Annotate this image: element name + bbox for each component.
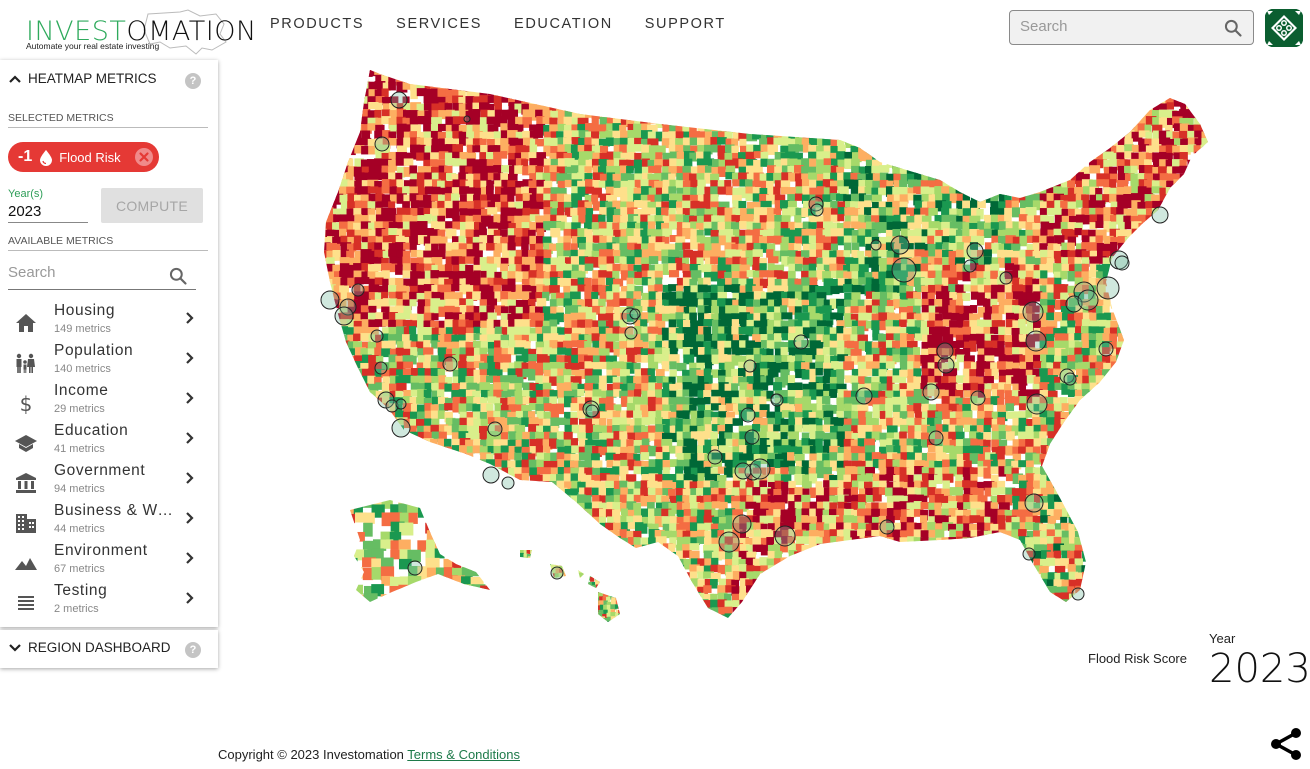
search-icon[interactable] bbox=[168, 266, 188, 291]
nav-support[interactable]: SUPPORT bbox=[644, 16, 726, 32]
category-population[interactable]: Population 140 metrics bbox=[0, 342, 218, 382]
mountain-icon bbox=[15, 558, 37, 570]
header-search bbox=[1009, 10, 1254, 45]
category-count: 149 metrics bbox=[54, 323, 111, 335]
nav-services[interactable]: SERVICES bbox=[396, 16, 483, 32]
chevron-right-icon bbox=[186, 512, 194, 524]
selected-metric-chip[interactable]: -1 Flood Risk bbox=[8, 142, 159, 172]
category-name: Housing bbox=[54, 302, 116, 319]
region-panel-toggle[interactable]: REGION DASHBOARD bbox=[8, 640, 171, 655]
chevron-right-icon bbox=[186, 312, 194, 324]
help-icon[interactable]: ? bbox=[185, 73, 201, 89]
dollar-icon: $ bbox=[20, 392, 33, 414]
category-name: Income bbox=[54, 382, 109, 399]
category-count: 2 metrics bbox=[54, 603, 99, 615]
user-avatar-pattern-icon bbox=[1265, 9, 1303, 47]
category-environment[interactable]: Environment 67 metrics bbox=[0, 542, 218, 582]
share-icon bbox=[1271, 728, 1301, 760]
category-government[interactable]: Government 94 metrics bbox=[0, 462, 218, 502]
year-display: 2023 bbox=[1209, 646, 1310, 692]
metrics-search-input[interactable] bbox=[8, 264, 158, 281]
category-count: 44 metrics bbox=[54, 523, 105, 535]
home-icon bbox=[16, 314, 36, 332]
list-icon bbox=[18, 596, 34, 610]
remove-metric-button[interactable] bbox=[135, 148, 153, 166]
bank-icon bbox=[16, 473, 36, 493]
category-education[interactable]: Education 41 metrics bbox=[0, 422, 218, 462]
logo-tagline: Automate your real estate investing bbox=[26, 41, 160, 51]
year-input[interactable] bbox=[8, 203, 88, 223]
nav-education[interactable]: EDUCATION bbox=[514, 16, 613, 32]
category-count: 41 metrics bbox=[54, 443, 105, 455]
metrics-search bbox=[8, 264, 196, 290]
close-icon bbox=[139, 152, 149, 162]
category-name: Government bbox=[54, 462, 146, 479]
chevron-up-icon bbox=[9, 74, 21, 83]
compute-button[interactable]: COMPUTE bbox=[101, 188, 203, 223]
category-count: 29 metrics bbox=[54, 403, 105, 415]
logo-wordmark: INVESTOMATION bbox=[26, 16, 257, 47]
category-name: Education bbox=[54, 422, 129, 439]
chevron-right-icon bbox=[186, 392, 194, 404]
us-choropleth-map[interactable] bbox=[280, 62, 1230, 627]
region-dashboard-panel: REGION DASHBOARD ? bbox=[0, 630, 218, 668]
svg-text:$: $ bbox=[20, 392, 33, 414]
footer: Copyright © 2023 Investomation Terms & C… bbox=[218, 747, 520, 762]
category-count: 67 metrics bbox=[54, 563, 105, 575]
copyright-text: Copyright © 2023 Investomation bbox=[218, 747, 408, 762]
region-panel-title: REGION DASHBOARD bbox=[28, 640, 171, 655]
water-drop-icon bbox=[40, 149, 53, 166]
metric-weight[interactable]: -1 bbox=[18, 148, 33, 165]
nav-products[interactable]: PRODUCTS bbox=[270, 16, 365, 32]
category-housing[interactable]: Housing 149 metrics bbox=[0, 302, 218, 342]
family-icon bbox=[16, 353, 35, 373]
search-icon[interactable] bbox=[1223, 18, 1243, 43]
category-name: Testing bbox=[54, 582, 108, 599]
header-search-input[interactable] bbox=[1020, 18, 1210, 35]
category-income[interactable]: $ Income 29 metrics bbox=[0, 382, 218, 422]
category-count: 94 metrics bbox=[54, 483, 105, 495]
building-icon bbox=[16, 514, 36, 533]
category-testing[interactable]: Testing 2 metrics bbox=[0, 582, 218, 622]
top-bar: INVESTOMATION Automate your real estate … bbox=[0, 0, 1310, 58]
category-name: Population bbox=[54, 342, 134, 359]
heatmap-metrics-panel: HEATMAP METRICS ? SELECTED METRICS -1 Fl… bbox=[0, 60, 218, 627]
chevron-down-icon bbox=[9, 643, 21, 652]
chevron-right-icon bbox=[186, 552, 194, 564]
metric-label: Flood Risk bbox=[59, 149, 121, 165]
chevron-right-icon bbox=[186, 432, 194, 444]
chevron-right-icon bbox=[186, 472, 194, 484]
help-icon[interactable]: ? bbox=[185, 642, 201, 658]
terms-link[interactable]: Terms & Conditions bbox=[407, 747, 520, 762]
category-count: 140 metrics bbox=[54, 363, 111, 375]
heatmap-panel-title: HEATMAP METRICS bbox=[28, 71, 157, 86]
legend-label: Flood Risk Score bbox=[1088, 651, 1187, 666]
us-outline-icon bbox=[143, 9, 227, 55]
category-business-workforce[interactable]: Business & Wo... 44 metrics bbox=[0, 502, 218, 542]
category-name: Environment bbox=[54, 542, 148, 559]
graduation-cap-icon bbox=[15, 435, 37, 452]
chevron-right-icon bbox=[186, 592, 194, 604]
year-label: Year(s) bbox=[8, 188, 44, 200]
available-metrics-label: AVAILABLE METRICS bbox=[8, 235, 208, 251]
heatmap-panel-toggle[interactable]: HEATMAP METRICS bbox=[8, 71, 157, 86]
chevron-right-icon bbox=[186, 352, 194, 364]
logo[interactable]: INVESTOMATION Automate your real estate … bbox=[22, 8, 256, 56]
year-caption: Year bbox=[1209, 631, 1236, 646]
category-name: Business & Wo... bbox=[54, 502, 180, 519]
flood-risk-heatmap[interactable] bbox=[280, 62, 1230, 627]
selected-metrics-label: SELECTED METRICS bbox=[8, 112, 208, 128]
user-avatar[interactable] bbox=[1265, 9, 1303, 47]
share-button[interactable] bbox=[1268, 726, 1304, 767]
main-nav: PRODUCTS SERVICES EDUCATION SUPPORT bbox=[270, 16, 726, 32]
